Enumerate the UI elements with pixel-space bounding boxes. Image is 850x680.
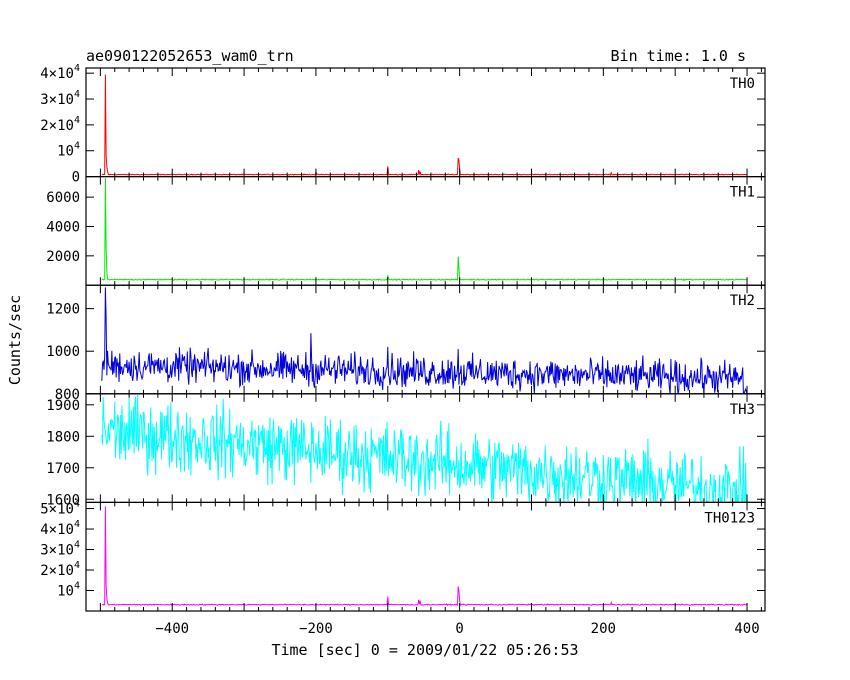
y-tick-label: 1900 <box>46 398 80 414</box>
x-tick-label: −400 <box>155 621 189 637</box>
y-tick-label: 4×104 <box>40 63 80 82</box>
panel-frame <box>85 176 766 286</box>
chart-title: ae090122052653_wam0_trn <box>86 47 294 65</box>
panel-th3: 1600 1700 1800 1900 TH3 <box>46 393 766 508</box>
y-tick-label: 0 <box>72 170 80 186</box>
y-tick-label: 1600 <box>46 492 80 508</box>
x-tick-label: 0 <box>455 621 463 637</box>
y-tick-label: 6000 <box>46 190 80 206</box>
y-tick-label: 2000 <box>46 249 80 265</box>
panel-frame <box>85 67 766 178</box>
series-line-th0 <box>101 74 748 177</box>
bin-time-label: Bin time: 1.0 s <box>611 47 746 65</box>
panel-th1: 2000 4000 6000 TH1 <box>46 176 766 286</box>
y-tick-label: 800 <box>55 387 80 403</box>
panel-th0: 0 104 2×104 3×104 4×104 TH0 <box>40 63 766 186</box>
y-tick-label: 4000 <box>46 219 80 235</box>
y-axis-label: Counts/sec <box>6 295 24 385</box>
panel-th2: 800 1000 1200 TH2 <box>46 284 766 403</box>
y-tick-label: 104 <box>57 141 80 160</box>
x-tick-label: −200 <box>299 621 333 637</box>
x-axis-label: Time [sec] 0 = 2009/01/22 05:26:53 <box>271 641 578 659</box>
y-tick-label: 1700 <box>46 461 80 477</box>
y-tick-label: 4×104 <box>40 519 80 538</box>
panel-frame <box>85 501 766 612</box>
y-tick-label: 1000 <box>46 344 80 360</box>
series-line-th2 <box>101 287 748 394</box>
series-line-th0123 <box>101 506 748 607</box>
panel-name-label: TH0123 <box>704 510 755 526</box>
y-tick-label: 3×104 <box>40 540 80 559</box>
panel-name-label: TH3 <box>730 402 755 418</box>
y-tick-label: 5×104 <box>40 499 80 518</box>
y-tick-label: 2×104 <box>40 560 80 579</box>
panel-name-label: TH1 <box>730 185 755 201</box>
y-tick-label: 104 <box>57 581 80 600</box>
x-tick-label: 200 <box>591 621 616 637</box>
y-tick-label: 1800 <box>46 429 80 445</box>
series-line-th1 <box>101 178 748 282</box>
panel-name-label: TH2 <box>730 293 755 309</box>
y-tick-label: 3×104 <box>40 89 80 108</box>
series-line-th3 <box>101 394 747 503</box>
panel-name-label: TH0 <box>730 76 755 92</box>
x-tick-label: 400 <box>734 621 759 637</box>
y-tick-label: 1200 <box>46 302 80 318</box>
y-tick-label: 2×104 <box>40 115 80 134</box>
